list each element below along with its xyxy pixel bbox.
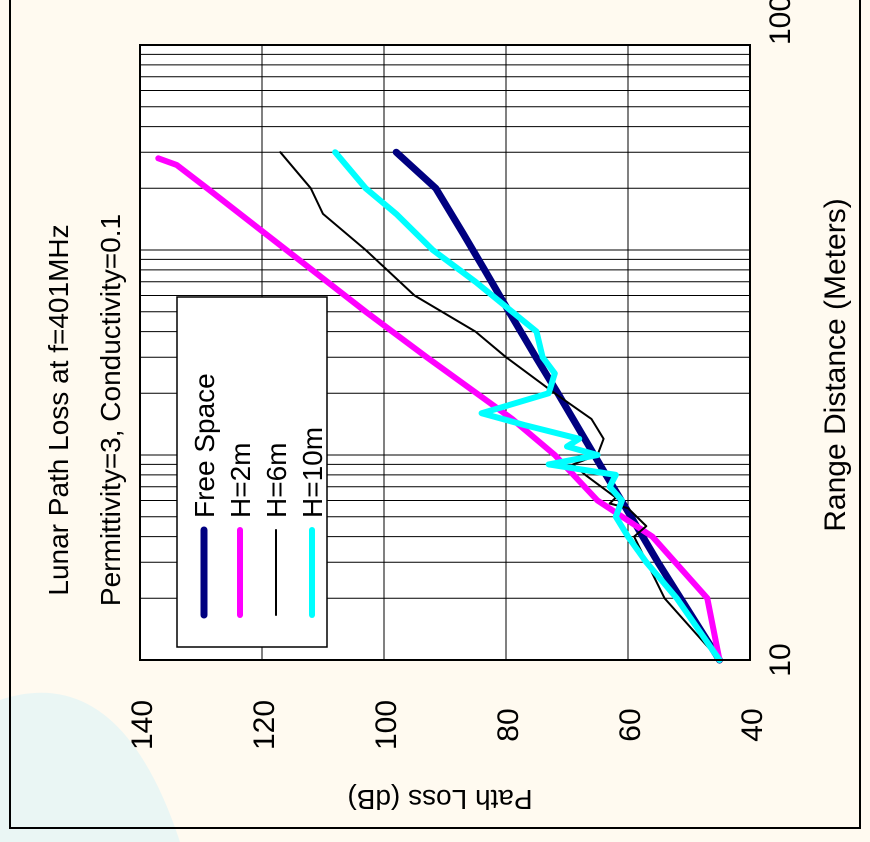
legend-label-h-2m: H=2m	[225, 443, 256, 518]
legend-label-h-10m: H=10m	[297, 427, 328, 518]
y-axis-label: Path Loss (dB)	[347, 784, 532, 815]
series-layer	[155, 148, 723, 664]
chart-subtitle: Permittivity=3, Conductivity=0.1	[95, 214, 126, 606]
chart-frame	[9, 0, 861, 829]
legend-label-free-space: Free Space	[189, 373, 220, 518]
y-tick-label: 40	[736, 708, 769, 741]
legend: Free Space H=2m H=6m H=10m	[176, 296, 328, 648]
x-tick-label: 10	[764, 643, 797, 676]
legend-label-h-6m: H=6m	[261, 443, 292, 518]
x-tick-label: 10000	[764, 0, 797, 45]
series-line-h-6m	[279, 151, 721, 661]
y-tick-label: 120	[248, 700, 281, 750]
chart-title: Lunar Path Loss at f=401MHz	[43, 224, 74, 595]
series-line-h-2m	[155, 155, 723, 663]
y-tick-label: 140	[126, 700, 159, 750]
series-line-h-10m	[332, 149, 723, 663]
tick-labels: 40 60 80 100 120 140 10 10000	[126, 0, 797, 750]
y-tick-label: 80	[492, 708, 525, 741]
y-tick-label: 100	[370, 700, 403, 750]
x-axis-label: Range Distance (Meters)	[819, 198, 852, 531]
y-tick-label: 60	[614, 708, 647, 741]
plot-border	[139, 44, 751, 661]
